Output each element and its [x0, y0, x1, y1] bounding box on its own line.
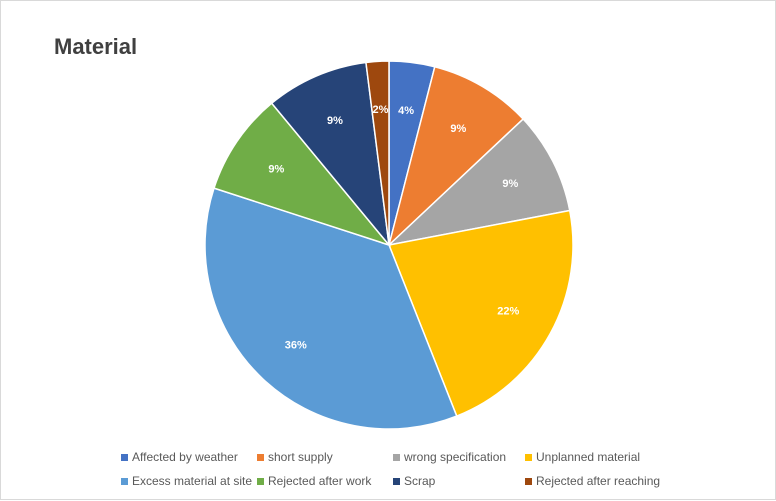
data-label-scrap: 9%: [327, 115, 343, 127]
pie-slice-rejected-after-work: [213, 102, 392, 247]
data-label-excess-material-at-site: 36%: [285, 339, 307, 351]
pie-slice-unplanned-material: [387, 209, 574, 418]
pie-slice-excess-material-at-site: [204, 187, 458, 430]
legend-item-short-supply: short supply: [257, 448, 333, 466]
legend-item-scrap: Scrap: [393, 472, 435, 490]
legend-swatch: [257, 453, 264, 461]
data-label-unplanned-material: 22%: [497, 306, 519, 318]
legend-swatch: [525, 453, 532, 461]
legend-swatch: [393, 453, 400, 461]
legend-label: Rejected after work: [268, 474, 372, 488]
legend-label: Rejected after reaching: [536, 474, 661, 488]
legend-item-wrong-specification: wrong specification: [393, 448, 506, 466]
legend-item-excess-material-at-site: Excess material at site: [121, 472, 252, 490]
chart-title: Material: [54, 34, 138, 59]
legend-item-affected-by-weather: Affected by weather: [121, 448, 238, 466]
pie-slice-rejected-after-reaching: [365, 60, 390, 246]
legend-label: short supply: [268, 450, 333, 464]
legend-swatch: [121, 477, 128, 485]
data-label-short-supply: 9%: [450, 123, 466, 135]
legend-label: Scrap: [404, 474, 436, 488]
legend-swatch: [525, 477, 532, 485]
legend-label: wrong specification: [404, 450, 507, 464]
legend-swatch: [121, 453, 128, 461]
legend-item-rejected-after-reaching: Rejected after reaching: [525, 472, 660, 490]
data-label-affected-by-weather: 4%: [398, 105, 414, 117]
legend-label: Excess material at site: [132, 474, 253, 488]
legend-item-unplanned-material: Unplanned material: [525, 448, 640, 466]
data-label-rejected-after-work: 9%: [268, 163, 284, 175]
legend-item-rejected-after-work: Rejected after work: [257, 472, 371, 490]
legend-swatch: [257, 477, 264, 485]
legend-label: Affected by weather: [132, 450, 238, 464]
pie-slice-scrap: [270, 61, 391, 248]
data-label-wrong-specification: 9%: [502, 178, 518, 190]
pie-slice-short-supply: [387, 65, 525, 248]
legend-label: Unplanned material: [536, 450, 641, 464]
legend-swatch: [393, 477, 400, 485]
data-label-rejected-after-reaching: 2%: [372, 104, 388, 116]
pie-slice-wrong-specification: [386, 117, 571, 247]
